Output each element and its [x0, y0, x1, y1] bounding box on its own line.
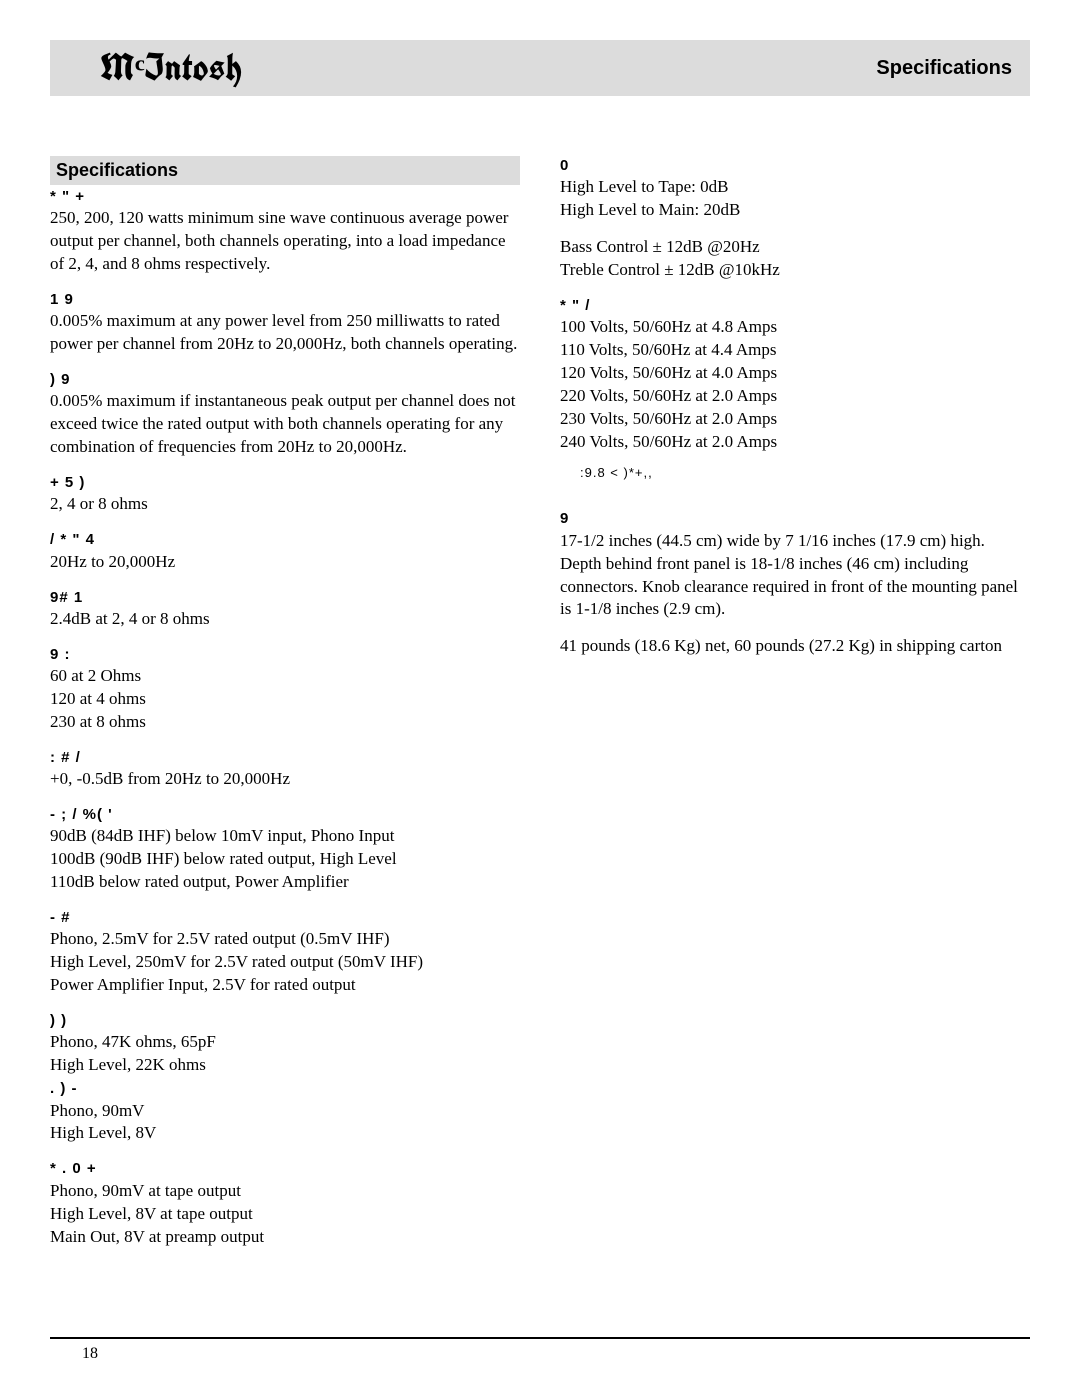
snr-l2: 100dB (90dB IHF) below rated output, Hig… [50, 849, 397, 868]
spec-body-power-output: 250, 200, 120 watts minimum sine wave co… [50, 207, 520, 276]
spec-body-damping: 60 at 2 Ohms 120 at 4 ohms 230 at 8 ohms [50, 665, 520, 734]
spec-body-power-req: 100 Volts, 50/60Hz at 4.8 Amps 110 Volts… [560, 316, 1030, 454]
specifications-content: Specifications * " + 250, 200, 120 watts… [50, 156, 1030, 1266]
spec-body-max-input: Phono, 90mV High Level, 8V [50, 1100, 520, 1146]
spec-body-freq-resp: +0, -0.5dB from 20Hz to 20,000Hz [50, 768, 520, 791]
section-heading-bar: Specifications [50, 156, 520, 185]
footer-rule [50, 1337, 1030, 1339]
spec-head-snr: - ; / %( ' [50, 805, 520, 825]
gain-l1: High Level to Tape: 0dB [560, 177, 728, 196]
spec-head-gain: 0 [560, 156, 1030, 176]
tone-l1: Bass Control ± 12dB @20Hz [560, 237, 760, 256]
spec-head-damping: 9 : [50, 645, 520, 665]
tone-l2: Treble Control ± 12dB @10kHz [560, 260, 780, 279]
page-number: 18 [82, 1343, 98, 1365]
spec-body-preamp-out: Phono, 90mV at tape output High Level, 8… [50, 1180, 520, 1249]
spec-body-tone: Bass Control ± 12dB @20Hz Treble Control… [560, 236, 1030, 282]
spec-head-imd: ) 9 [50, 370, 520, 390]
spec-body-gain: High Level to Tape: 0dB High Level to Ma… [560, 176, 1030, 222]
pr-l1: 100 Volts, 50/60Hz at 4.8 Amps [560, 317, 777, 336]
sens-l1: Phono, 2.5mV for 2.5V rated output (0.5m… [50, 929, 390, 948]
sens-l3: Power Amplifier Input, 2.5V for rated ou… [50, 975, 356, 994]
maxin-l2: High Level, 8V [50, 1123, 156, 1142]
spec-body-weight: 41 pounds (18.6 Kg) net, 60 pounds (27.2… [560, 635, 1030, 658]
spec-head-sensitivity: - # [50, 908, 520, 928]
spec-head-load-imp: + 5 ) [50, 473, 520, 493]
spec-head-dimensions: 9 [560, 509, 1030, 529]
header-bar: MᶜIntosh Specifications [50, 40, 1030, 96]
spec-body-power-band: 20Hz to 20,000Hz [50, 551, 520, 574]
pr-l6: 240 Volts, 50/60Hz at 2.0 Amps [560, 432, 777, 451]
section-heading: Specifications [56, 160, 178, 180]
pr-l3: 120 Volts, 50/60Hz at 4.0 Amps [560, 363, 777, 382]
brand-logo: MᶜIntosh [100, 42, 242, 93]
spec-body-dimensions: 17-1/2 inches (44.5 cm) wide by 7 1/16 i… [560, 530, 1030, 622]
pr-l5: 230 Volts, 50/60Hz at 2.0 Amps [560, 409, 777, 428]
spec-head-preamp-out: * . 0 + [50, 1159, 520, 1179]
spec-head-power-band: / * " 4 [50, 530, 520, 550]
pr-l2: 110 Volts, 50/60Hz at 4.4 Amps [560, 340, 776, 359]
spec-head-freq-resp: : # / [50, 748, 520, 768]
spec-head-thd: 1 9 [50, 290, 520, 310]
sens-l2: High Level, 250mV for 2.5V rated output … [50, 952, 423, 971]
spec-body-snr: 90dB (84dB IHF) below 10mV input, Phono … [50, 825, 520, 894]
spec-body-imd: 0.005% maximum if instantaneous peak out… [50, 390, 520, 459]
header-title: Specifications [876, 55, 1012, 82]
pr-l4: 220 Volts, 50/60Hz at 2.0 Amps [560, 386, 777, 405]
safety-note: :9.8 < )*+,, [560, 464, 1030, 482]
damping-l1: 60 at 2 Ohms [50, 666, 141, 685]
spec-body-dynamic: 2.4dB at 2, 4 or 8 ohms [50, 608, 520, 631]
maxin-l1: Phono, 90mV [50, 1101, 144, 1120]
damping-l3: 230 at 8 ohms [50, 712, 146, 731]
gain-l2: High Level to Main: 20dB [560, 200, 740, 219]
pre-l2: High Level, 8V at tape output [50, 1204, 253, 1223]
pre-l1: Phono, 90mV at tape output [50, 1181, 241, 1200]
spec-body-sensitivity: Phono, 2.5mV for 2.5V rated output (0.5m… [50, 928, 520, 997]
spec-head-power-req: * " / [560, 296, 1030, 316]
spec-head-max-input: . ) - [50, 1079, 520, 1099]
pre-l3: Main Out, 8V at preamp output [50, 1227, 264, 1246]
spec-body-load-imp: 2, 4 or 8 ohms [50, 493, 520, 516]
damping-l2: 120 at 4 ohms [50, 689, 146, 708]
spec-head-power-output: * " + [50, 187, 520, 207]
snr-l1: 90dB (84dB IHF) below 10mV input, Phono … [50, 826, 394, 845]
inimp-l2: High Level, 22K ohms [50, 1055, 206, 1074]
inimp-l1: Phono, 47K ohms, 65pF [50, 1032, 216, 1051]
spec-head-input-imp: ) ) [50, 1011, 520, 1031]
spec-body-input-imp: Phono, 47K ohms, 65pF High Level, 22K oh… [50, 1031, 520, 1077]
spec-body-thd: 0.005% maximum at any power level from 2… [50, 310, 520, 356]
snr-l3: 110dB below rated output, Power Amplifie… [50, 872, 349, 891]
spec-head-dynamic: 9# 1 [50, 588, 520, 608]
